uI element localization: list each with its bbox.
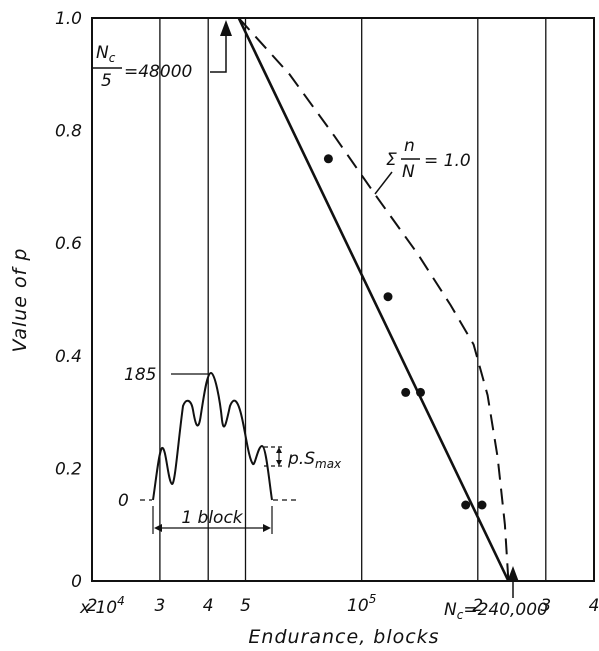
inset-block-arrowhead-left xyxy=(154,524,162,532)
annotation-nc5-arrowhead xyxy=(220,20,232,36)
annotation-miner-value: = 1.0 xyxy=(424,151,471,171)
data-point xyxy=(461,500,471,510)
data-point xyxy=(416,387,425,397)
y-tick-label: 1.0 xyxy=(55,9,82,29)
annotation-nc5-leader xyxy=(210,34,227,73)
annotation-nc: Nc=240,000 xyxy=(444,566,548,622)
y-axis-title: Value of p xyxy=(9,248,31,353)
y-tick-labels: 0 0.2 0.4 0.6 0.8 1.0 xyxy=(55,9,82,592)
annotation-miner-numerator: n xyxy=(404,136,415,156)
data-point xyxy=(383,292,393,302)
solid-line xyxy=(237,17,510,582)
y-tick-label: 0 xyxy=(71,572,82,592)
x-axis-title: Endurance, blocks xyxy=(248,626,439,648)
annotation-nc-label: Nc=240,000 xyxy=(444,600,548,622)
inset-block-label: 1 block xyxy=(181,508,243,528)
inset-amp-arrowhead-up xyxy=(276,447,282,453)
plot-frame xyxy=(91,17,595,582)
inset-load-block: 0 185 p.Smax 1 block xyxy=(118,365,342,534)
inset-block-waveform xyxy=(152,371,273,501)
x-multiplier-label: x 104 xyxy=(79,594,125,618)
annotation-miner-denominator: N xyxy=(402,162,415,182)
x-tick-label: 105 xyxy=(347,592,376,616)
annotation-nc-over-5: Nc 5 =48000 xyxy=(93,20,232,91)
data-point xyxy=(323,154,333,164)
annotation-miner-sigma: Σ xyxy=(386,150,397,170)
x-tick-label: 4 xyxy=(203,596,214,616)
x-tick-labels: 2 3 4 5 105 2 3 4 xyxy=(87,592,599,616)
vertical-gridlines xyxy=(159,18,547,581)
annotation-nc5-denominator: 5 xyxy=(101,71,112,91)
data-point xyxy=(477,500,487,510)
inset-peak-label: 185 xyxy=(124,365,156,385)
dashed-curve xyxy=(237,17,510,582)
annotation-nc-arrowhead xyxy=(507,566,519,582)
x-tick-label: 5 xyxy=(240,596,251,616)
x-tick-label: 3 xyxy=(154,596,165,616)
annotation-nc5-value: =48000 xyxy=(124,62,192,82)
inset-zero-label: 0 xyxy=(118,491,129,511)
y-tick-label: 0.6 xyxy=(55,234,82,254)
y-tick-label: 0.8 xyxy=(55,122,82,142)
data-point xyxy=(401,387,411,397)
annotation-nc5-numerator: Nc xyxy=(96,43,116,65)
x-tick-label: 2 xyxy=(472,596,483,616)
annotation-miner-rule: Σ n N = 1.0 xyxy=(374,136,471,195)
x-tick-label: 2 xyxy=(87,596,98,616)
annotation-miner-leader xyxy=(374,171,393,195)
series-layer xyxy=(237,17,510,582)
inset-amp-label: p.Smax xyxy=(287,449,342,471)
inset-block-arrowhead-right xyxy=(263,524,271,532)
x-tick-label: 3 xyxy=(540,596,551,616)
y-tick-label: 0.2 xyxy=(55,459,82,479)
y-tick-label: 0.4 xyxy=(55,347,82,367)
x-tick-label: 4 xyxy=(589,596,599,616)
inset-amp-arrowhead-down xyxy=(276,460,282,466)
